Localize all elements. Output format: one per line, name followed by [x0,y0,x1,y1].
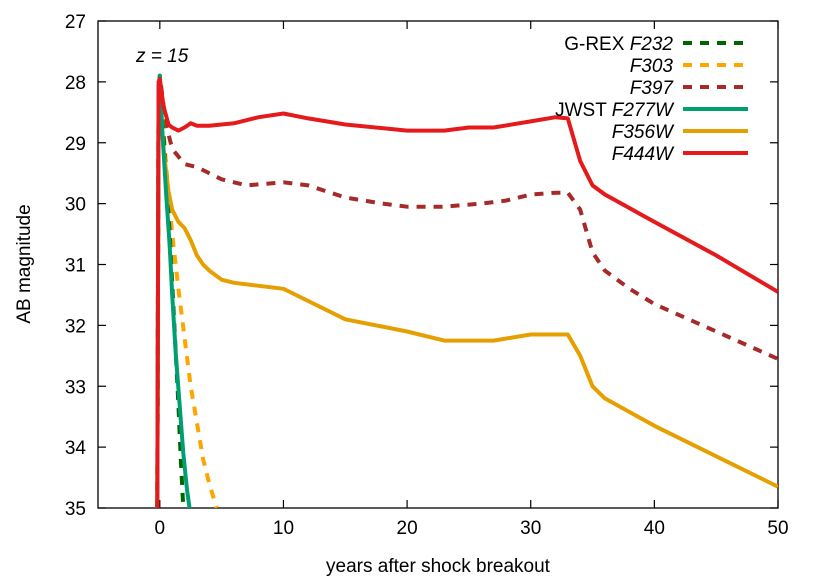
x-tick-label: 20 [397,518,418,539]
y-tick-label: 30 [65,195,86,216]
y-tick-label: 31 [65,256,86,277]
legend-name-f277w: F277W [612,100,675,121]
legend-entry-f397-label: F397 [630,78,675,99]
y-tick-label: 32 [65,316,86,337]
series-line-f356w [155,86,778,508]
y-tick-label: 33 [65,377,86,398]
y-tick-label: 34 [65,438,87,459]
series-line-f444w [155,76,778,508]
series-line-f397 [155,73,778,508]
x-tick-label: 40 [644,518,665,539]
legend-name-f232: F232 [630,34,674,55]
legend-entry-f277w-label: JWST F277W [555,100,675,121]
redshift-annotation: z = 15 [135,46,189,67]
series-layer [155,73,778,508]
y-tick-label: 29 [65,134,86,155]
axis-ticks: 0 10 20 30 40 50 27 28 29 30 31 32 33 34 35 [65,12,789,539]
legend-entry-f303-label: F303 [630,56,674,77]
legend-swatches [683,41,748,155]
y-axis-label: AB magnitude [14,204,35,323]
x-tick-label: 10 [273,518,294,539]
legend: G-REX F232 F303 F397 JWST F277W F356W F4… [555,34,748,165]
legend-entry-f232-label: G-REX F232 [564,34,673,55]
legend-entry-f356w-label: F356W [612,122,675,143]
legend-group-jwst-prefix: JWST [555,100,607,121]
series-line-f303 [155,73,219,508]
x-tick-label: 0 [155,518,166,539]
series-line-f277w [155,73,192,508]
y-tick-label: 27 [65,12,86,33]
legend-group-grex-prefix: G-REX [564,34,625,55]
x-axis-label: years after shock breakout [326,556,551,577]
legend-entry-f444w-label: F444W [612,144,675,165]
x-tick-label: 30 [520,518,541,539]
x-tick-label: 50 [767,518,788,539]
y-tick-label: 35 [65,499,86,520]
y-tick-label: 28 [65,73,86,94]
